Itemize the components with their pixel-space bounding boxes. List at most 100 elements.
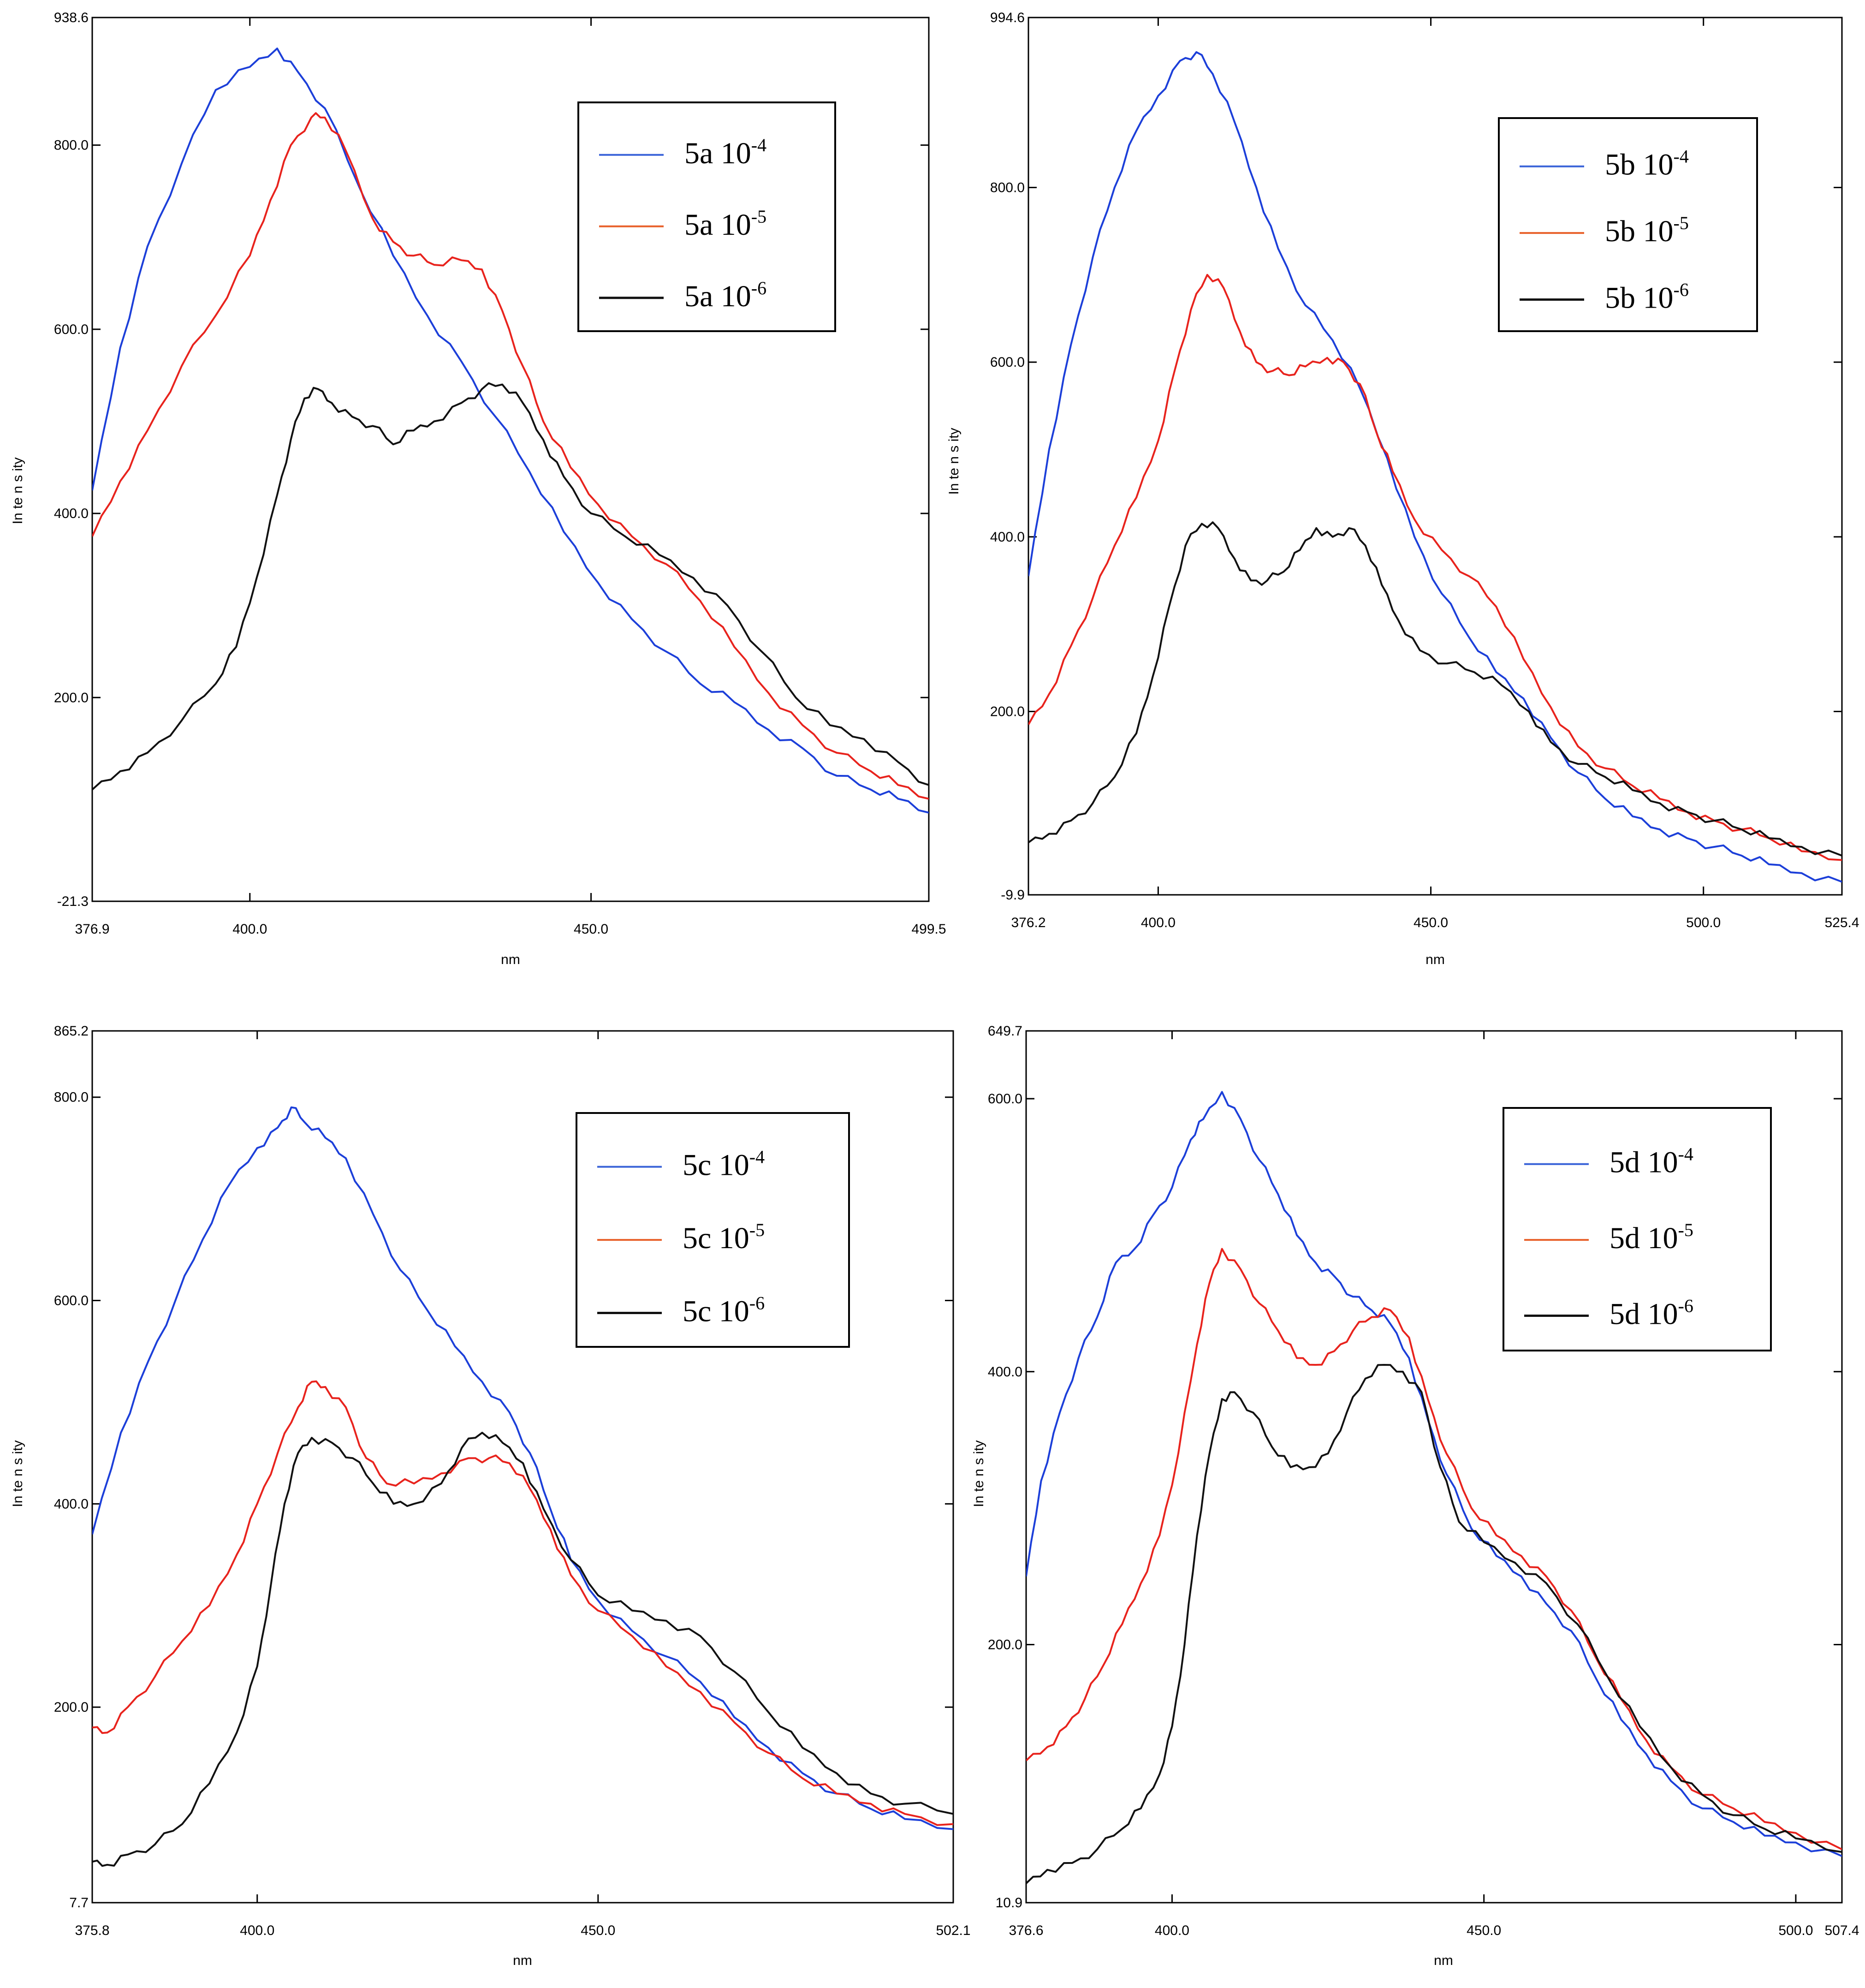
legend: 5a 10-45a 10-55a 10-6 (577, 101, 836, 332)
x-tick-label: 450.0 (574, 922, 608, 937)
legend-label: 5a 10-6 (684, 278, 766, 313)
chart-panel-5d: 376.6 400.0 450.0 500.0 507.4 10.9 200.0 400.0 6… (971, 1024, 1859, 1968)
legend-box (577, 101, 836, 332)
series-line-black (92, 1432, 953, 1867)
y-tick-label: 400.0 (54, 1496, 89, 1512)
legend-label-exponent: -4 (749, 1147, 765, 1167)
legend-label-exponent: -6 (751, 278, 766, 298)
legend-label-exponent: -5 (751, 206, 766, 227)
legend-label: 5b 10-5 (1605, 213, 1689, 248)
series-line-red (1028, 274, 1842, 861)
legend-label-exponent: -5 (1674, 213, 1689, 233)
x-axis-title: nm (501, 952, 520, 967)
y-tick-label: 600.0 (990, 355, 1025, 370)
y-tick-label: -21.3 (57, 894, 89, 909)
x-tick-label: 400.0 (1155, 1923, 1189, 1938)
plot-frame (91, 17, 930, 902)
y-axis-title: In te n s ity (10, 457, 25, 524)
legend-label-exponent: -6 (1678, 1295, 1693, 1316)
y-tick-label: 200.0 (54, 1700, 89, 1715)
x-tick-label: 400.0 (240, 1923, 274, 1938)
y-tick-label: 800.0 (990, 180, 1025, 195)
plot-frame (1025, 1030, 1843, 1904)
y-tick-label: 600.0 (54, 1293, 89, 1309)
series-line-blue (92, 1106, 953, 1830)
legend: 5d 10-45d 10-55d 10-6 (1503, 1107, 1772, 1351)
chart-panel-5c: 375.8 400.0 450.0 502.1 7.7 200.0 400.0 600.0 80… (10, 1024, 971, 1968)
legend-label-base: 5b 10 (1605, 281, 1674, 315)
x-tick-label: 376.9 (75, 922, 109, 937)
x-axis-title: nm (1425, 952, 1445, 967)
x-tick-label: 376.6 (1009, 1923, 1043, 1938)
legend-label-base: 5c 10 (683, 1221, 749, 1255)
series-line-red (92, 1380, 953, 1826)
x-tick-label: 400.0 (232, 922, 267, 937)
y-tick-label: 800.0 (54, 1090, 89, 1105)
series-group (92, 1106, 953, 1867)
legend-label-base: 5c 10 (683, 1295, 749, 1328)
series-group (92, 48, 929, 814)
legend-label-exponent: -5 (749, 1220, 765, 1240)
y-tick-label: 200.0 (54, 690, 89, 705)
series-line-red (92, 112, 929, 800)
x-tick-label: 450.0 (1467, 1923, 1501, 1938)
legend-label: 5a 10-4 (684, 135, 766, 170)
legend-label-exponent: -6 (1674, 279, 1689, 300)
y-tick-label: 10.9 (996, 1895, 1022, 1911)
y-tick-label: 200.0 (988, 1637, 1022, 1653)
legend-label-exponent: -4 (1678, 1144, 1693, 1165)
legend-box (576, 1112, 850, 1348)
chart-panel-5a: 376.9 400.0 450.0 499.5 -21.3 200.0 400.0 600.0… (10, 10, 946, 967)
x-tick-label: 502.1 (936, 1923, 970, 1938)
y-tick-label: 800.0 (54, 138, 89, 153)
legend-label-exponent: -4 (1674, 146, 1689, 167)
x-tick-label: 525.4 (1824, 915, 1859, 930)
y-tick-label: 7.7 (69, 1895, 89, 1911)
legend-label-base: 5c 10 (683, 1149, 749, 1182)
y-tick-label: 200.0 (990, 704, 1025, 720)
legend-box (1503, 1107, 1772, 1351)
legend: 5c 10-45c 10-55c 10-6 (576, 1112, 850, 1348)
x-axis-title: nm (513, 1953, 532, 1968)
series-group (1028, 51, 1842, 883)
y-tick-label: 600.0 (988, 1091, 1022, 1107)
legend-box (1498, 117, 1758, 332)
y-tick-label: 400.0 (988, 1364, 1022, 1380)
y-tick-label: 600.0 (54, 322, 89, 337)
series-line-red (1026, 1248, 1842, 1851)
x-tick-label: 499.5 (911, 922, 946, 937)
legend-label-base: 5b 10 (1605, 214, 1674, 248)
y-tick-label: 938.6 (54, 10, 89, 25)
y-axis-title: In te n s ity (946, 428, 962, 494)
legend-label-base: 5a 10 (684, 280, 751, 313)
series-line-blue (1026, 1091, 1842, 1857)
plot-frame (91, 1030, 954, 1904)
legend-label-exponent: -5 (1678, 1220, 1693, 1240)
legend-label: 5c 10-4 (683, 1147, 765, 1182)
series-line-black (1028, 521, 1842, 857)
x-tick-label: 500.0 (1686, 915, 1721, 930)
legend-label-base: 5a 10 (684, 208, 751, 242)
legend-label: 5d 10-6 (1610, 1295, 1693, 1331)
legend-label: 5c 10-6 (683, 1293, 765, 1328)
legend-label-base: 5b 10 (1605, 148, 1674, 182)
x-tick-label: 450.0 (581, 1923, 615, 1938)
legend-label-exponent: -6 (749, 1293, 765, 1314)
y-axis-title: In te n s ity (10, 1440, 25, 1507)
chart-panel-5b: 376.2 400.0 450.0 500.0 525.4 -9.9 200.0 400.0 6… (946, 10, 1859, 967)
x-tick-label: 400.0 (1141, 915, 1176, 930)
x-axis-title: nm (1434, 1953, 1453, 1968)
plot-frame (1028, 17, 1843, 896)
x-tick-label: 376.2 (1011, 915, 1045, 930)
legend-label: 5b 10-6 (1605, 279, 1689, 315)
y-tick-label: 994.6 (990, 10, 1025, 25)
y-tick-label: -9.9 (1001, 887, 1025, 903)
legend-label: 5a 10-5 (684, 206, 766, 242)
legend-label: 5d 10-5 (1610, 1220, 1693, 1255)
y-axis-title: In te n s ity (971, 1440, 986, 1507)
series-line-black (1026, 1364, 1842, 1884)
y-tick-label: 400.0 (990, 530, 1025, 545)
legend-label-base: 5d 10 (1610, 1146, 1678, 1179)
legend-label: 5d 10-4 (1610, 1144, 1693, 1179)
